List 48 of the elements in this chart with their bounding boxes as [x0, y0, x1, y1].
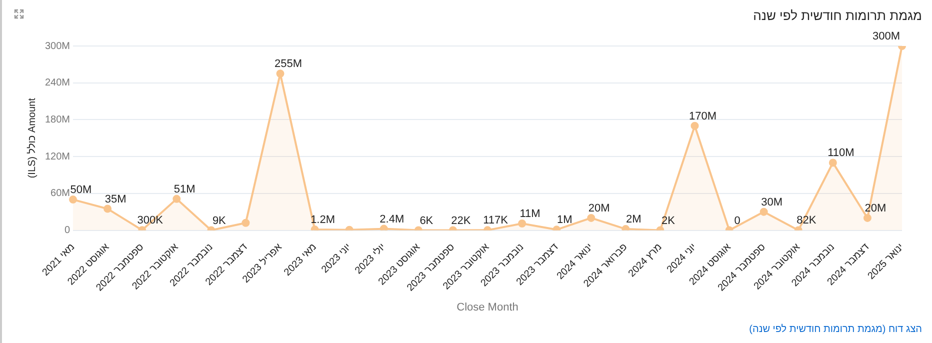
data-label: 82K: [796, 214, 817, 227]
data-label: 22K: [451, 214, 472, 227]
y-tick-label: 300M: [45, 40, 70, 52]
y-tick-label: 120M: [45, 151, 70, 162]
data-label: 2.4M: [380, 213, 404, 226]
data-label: 20M: [588, 202, 610, 215]
text: הצג דוח (מגמת תרומות חודשית לפי שנה): [749, 324, 922, 335]
point: [828, 158, 837, 167]
point: [276, 70, 284, 78]
data-label: 51M: [174, 183, 196, 196]
point: [690, 122, 699, 130]
data-label: 6K: [420, 214, 434, 227]
data-label: 2K: [661, 214, 676, 227]
y-tick-label: 240M: [45, 78, 70, 89]
point: [518, 220, 526, 228]
x-tick-label: מרץ 2024: [626, 242, 664, 280]
y-axis-title: (ILS) כולל Amount: [26, 98, 38, 178]
point: [863, 214, 872, 222]
x-tick-label: יוני 2023: [320, 242, 354, 276]
x-axis-title: Close Month: [456, 301, 518, 314]
data-label: 50M: [70, 184, 92, 196]
y-tick-label: 60M: [50, 188, 70, 200]
x-tick-label: מאי 2023: [282, 242, 319, 278]
data-label: 11M: [520, 208, 540, 220]
data-label: 300M: [872, 30, 900, 43]
data-label: 110M: [828, 147, 854, 160]
data-label: 1.2M: [310, 214, 336, 226]
data-label: 35M: [104, 193, 126, 206]
data-label: 9K: [212, 214, 227, 227]
data-label: 300K: [137, 214, 164, 227]
data-label: 1M: [556, 214, 572, 226]
point: [69, 196, 78, 204]
y-tick-label: 0: [64, 225, 70, 236]
point: [172, 194, 181, 203]
chart-title: מגמת תרומות חודשית לפי שנה: [753, 8, 922, 23]
point: [587, 214, 596, 222]
data-label: 170M: [688, 110, 717, 122]
point: [760, 208, 768, 216]
data-label: 117K: [483, 214, 509, 227]
point: [242, 218, 250, 227]
y-tick-label: 180M: [45, 114, 70, 126]
point: [380, 224, 388, 230]
data-label: 20M: [864, 202, 886, 215]
point: [104, 204, 112, 213]
data-label: 2M: [626, 214, 642, 226]
data-label: 30M: [761, 196, 783, 208]
data-label: 0: [734, 214, 740, 227]
data-label: 255M: [274, 58, 302, 70]
